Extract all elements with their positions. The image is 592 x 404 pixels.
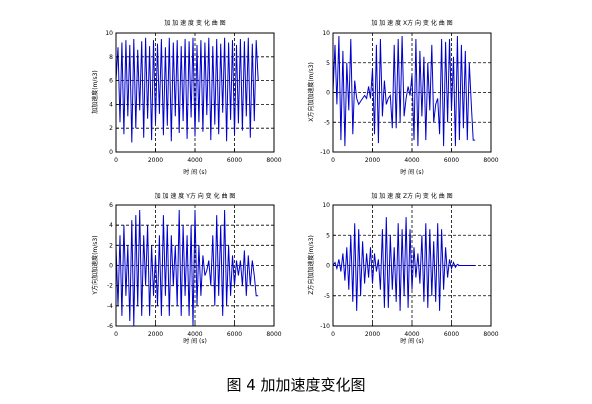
series-line (332, 35, 476, 147)
x-tick-label: 0 (331, 331, 335, 338)
y-tick-label: 10 (322, 30, 330, 37)
x-tick-label: 4000 (187, 157, 202, 164)
y-tick-label: 6 (109, 78, 113, 85)
y-axis-label: Y方向加加速度(m/s3) (91, 235, 99, 295)
y-tick-label: 4 (109, 101, 113, 108)
y-tick-label: 10 (105, 30, 113, 37)
x-tick-label: 6000 (227, 331, 242, 338)
chart-title: 加 加 速 度 X方 向 变 化 曲 图 (371, 19, 452, 27)
y-tick-label: 0 (109, 149, 113, 156)
x-tick-label: 8000 (266, 331, 281, 338)
y-tick-label: 0 (326, 263, 330, 270)
y-tick-label: 4 (109, 222, 113, 229)
chart-jerk-x: 加 加 速 度 X方 向 变 化 曲 图 时 间 (s) X方向加加速度(m/s… (307, 19, 499, 176)
chart-title: 加 加 速 度 Y方 向 变 化 曲 图 (155, 192, 236, 200)
x-tick-label: 6000 (444, 331, 459, 338)
figure-caption: 图 4 加加速度变化图 (226, 376, 366, 394)
y-tick-label: 6 (109, 202, 113, 209)
x-axis-label: 时 间 (s) (183, 337, 207, 345)
y-tick-label: -6 (107, 323, 113, 330)
x-tick-label: 8000 (483, 331, 498, 338)
series-line (332, 217, 476, 311)
y-tick-label: 0 (109, 263, 113, 270)
y-tick-label: 2 (109, 242, 113, 249)
x-axis-label: 时 间 (s) (400, 337, 424, 345)
x-axis-label: 时 间 (s) (183, 168, 207, 176)
x-tick-label: 0 (114, 331, 118, 338)
x-tick-label: 0 (331, 157, 335, 164)
x-tick-label: 4000 (404, 331, 419, 338)
x-tick-label: 2000 (148, 331, 163, 338)
y-tick-label: -4 (107, 303, 113, 310)
chart-jerk-y: 加 加 速 度 Y方 向 变 化 曲 图 时 间 (s) Y方向加加速度(m/s… (91, 192, 282, 345)
figure: 加 加 速 度 变 化 曲 图 时 间 (s) 加加速度(m/s3) 0 2000… (91, 19, 499, 345)
series-line (115, 209, 259, 327)
x-tick-label: 8000 (266, 157, 281, 164)
y-tick-label: -5 (324, 119, 330, 126)
y-tick-label: 5 (326, 232, 330, 239)
y-tick-label: 0 (326, 90, 330, 97)
y-tick-label: 8 (109, 54, 113, 61)
series-line (115, 37, 259, 143)
y-tick-label: -10 (320, 323, 330, 330)
x-tick-label: 8000 (483, 157, 498, 164)
y-tick-label: -10 (320, 149, 330, 156)
y-axis-label: X方向加加速度(m/s3) (307, 62, 315, 122)
chart-jerk-total: 加 加 速 度 变 化 曲 图 时 间 (s) 加加速度(m/s3) 0 2000… (91, 19, 282, 176)
x-tick-label: 4000 (187, 331, 202, 338)
y-axis-label: 加加速度(m/s3) (91, 70, 99, 114)
y-tick-label: 5 (326, 60, 330, 67)
x-tick-label: 2000 (365, 331, 380, 338)
x-tick-label: 4000 (404, 157, 419, 164)
y-tick-label: 10 (322, 202, 330, 209)
x-tick-label: 2000 (365, 157, 380, 164)
y-tick-label: 2 (109, 125, 113, 132)
x-axis-label: 时 间 (s) (400, 168, 424, 176)
chart-title: 加 加 速 度 变 化 曲 图 (164, 19, 225, 27)
chart-jerk-z: 加 加 速 度 Z方 向 变 化 曲 图 时 间 (s) Z方向加加速度(m/s… (307, 192, 499, 345)
x-tick-label: 6000 (444, 157, 459, 164)
y-tick-label: -5 (324, 293, 330, 300)
x-tick-label: 2000 (148, 157, 163, 164)
x-tick-label: 0 (114, 157, 118, 164)
x-tick-label: 6000 (227, 157, 242, 164)
y-axis-label: Z方向加加速度(m/s3) (307, 235, 315, 295)
y-tick-label: -2 (107, 283, 113, 290)
chart-title: 加 加 速 度 Z方 向 变 化 曲 图 (371, 192, 452, 200)
